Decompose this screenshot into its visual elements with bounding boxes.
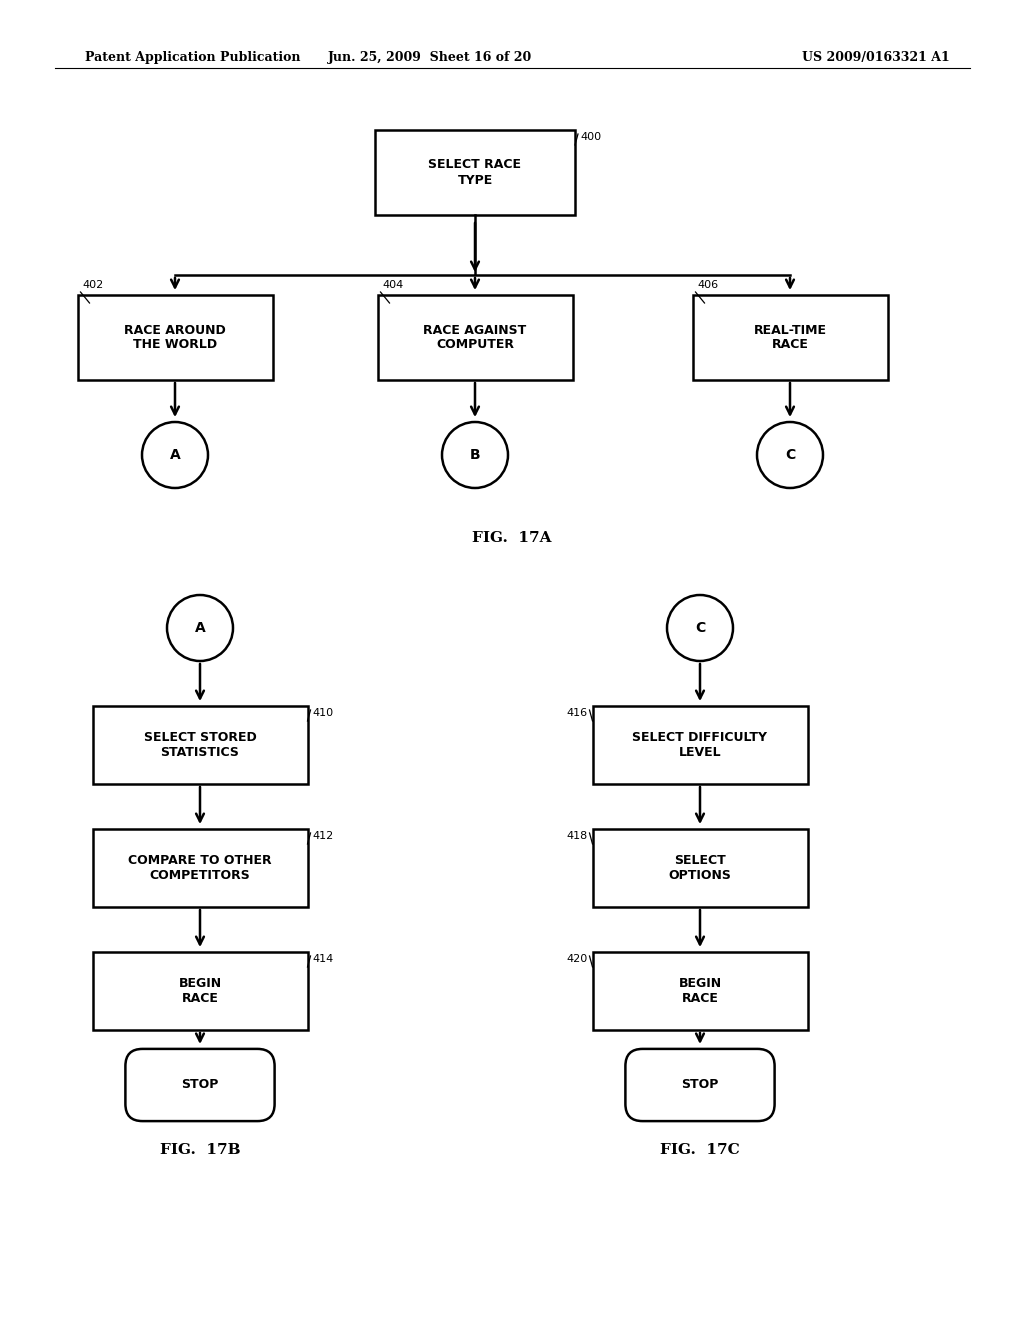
Text: US 2009/0163321 A1: US 2009/0163321 A1 [802,51,950,65]
FancyBboxPatch shape [626,1049,774,1121]
Text: Patent Application Publication: Patent Application Publication [85,51,300,65]
Ellipse shape [167,595,233,661]
Text: C: C [695,620,706,635]
Text: SELECT DIFFICULTY
LEVEL: SELECT DIFFICULTY LEVEL [633,731,768,759]
Bar [375,129,575,215]
Text: 400: 400 [580,132,601,143]
Text: SELECT
OPTIONS: SELECT OPTIONS [669,854,731,882]
Bar [92,706,307,784]
Text: 406: 406 [697,280,719,290]
Text: RACE AROUND
THE WORLD: RACE AROUND THE WORLD [124,323,226,351]
Text: 416: 416 [566,708,588,718]
Text: C: C [784,447,795,462]
Text: 414: 414 [312,954,334,964]
Bar [593,829,808,907]
FancyBboxPatch shape [125,1049,274,1121]
Text: 412: 412 [312,832,334,841]
Bar [692,294,888,380]
Text: COMPARE TO OTHER
COMPETITORS: COMPARE TO OTHER COMPETITORS [128,854,271,882]
Text: FIG.  17C: FIG. 17C [660,1143,740,1158]
Text: BEGIN
RACE: BEGIN RACE [679,977,722,1005]
Text: SELECT RACE
TYPE: SELECT RACE TYPE [428,158,521,186]
Text: 404: 404 [383,280,403,290]
Text: 402: 402 [83,280,103,290]
Text: 420: 420 [566,954,588,964]
Text: 418: 418 [566,832,588,841]
Text: RACE AGAINST
COMPUTER: RACE AGAINST COMPUTER [423,323,526,351]
Text: B: B [470,447,480,462]
Text: REAL-TIME
RACE: REAL-TIME RACE [754,323,826,351]
Text: STOP: STOP [681,1078,719,1092]
Bar [92,952,307,1030]
Ellipse shape [757,422,823,488]
Text: BEGIN
RACE: BEGIN RACE [178,977,221,1005]
Ellipse shape [442,422,508,488]
Bar [92,829,307,907]
Text: A: A [170,447,180,462]
Bar [78,294,272,380]
Text: SELECT STORED
STATISTICS: SELECT STORED STATISTICS [143,731,256,759]
Ellipse shape [142,422,208,488]
Text: FIG.  17B: FIG. 17B [160,1143,241,1158]
Text: Jun. 25, 2009  Sheet 16 of 20: Jun. 25, 2009 Sheet 16 of 20 [328,51,532,65]
Text: 410: 410 [312,708,334,718]
Text: A: A [195,620,206,635]
Text: FIG.  17A: FIG. 17A [472,531,552,545]
Bar [593,706,808,784]
Text: STOP: STOP [181,1078,219,1092]
Bar [378,294,572,380]
Ellipse shape [667,595,733,661]
Bar [593,952,808,1030]
